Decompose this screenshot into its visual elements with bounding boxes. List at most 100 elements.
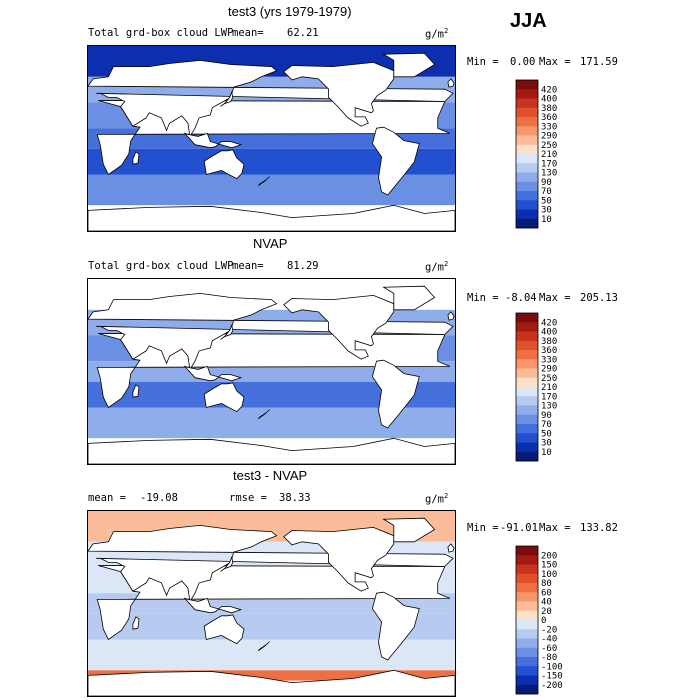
antarctica-land (88, 669, 455, 696)
colorbar-tick-label: 400 (541, 328, 557, 338)
panel-2-variable: Total grd-box cloud LWP (88, 260, 234, 272)
panel-1-mean-value: 62.21 (287, 27, 319, 39)
colorbar-tick-label: 250 (541, 374, 557, 384)
colorbar-tick-label: 420 (541, 318, 557, 328)
indonesia-land (183, 365, 243, 382)
colorbar-swatch (516, 181, 538, 192)
panel-2-max-label: Max = (539, 292, 571, 304)
colorbar-swatch (516, 583, 538, 593)
colorbar-swatch (516, 218, 538, 229)
eurasia-land (88, 59, 454, 138)
season-label: JJA (510, 10, 547, 32)
panel-1-units: g/m2 (425, 27, 449, 41)
colorbar-border (515, 545, 539, 695)
uk-land (447, 78, 455, 88)
panel-1-min-value: 0.00 (510, 56, 536, 68)
colorbar-swatch (516, 107, 538, 118)
colorbar-tick-label: 30 (541, 206, 552, 216)
australia-land (203, 614, 245, 645)
colorbar-tick-label: 0 (541, 616, 546, 626)
colorbar-swatch (516, 163, 538, 173)
colorbar-tick-label: 30 (541, 439, 552, 449)
colorbar-swatch (516, 200, 538, 210)
antarctica-land (88, 437, 455, 464)
colorbar-tick-label: 60 (541, 588, 552, 598)
panel-1-colorbar: 420 400 380 360 330 290 250 210 170 130 90 70 50 30 10 (515, 79, 576, 230)
eurasia-land (88, 292, 454, 371)
greenland-land (382, 285, 436, 311)
colorbar-swatch (516, 555, 538, 565)
colorbar-swatch (516, 620, 538, 630)
colorbar-swatch (516, 154, 538, 164)
colorbar-swatch (516, 368, 538, 379)
colorbar-swatch (516, 684, 538, 695)
greenland-land (382, 52, 436, 78)
colorbar-swatch (516, 135, 538, 146)
panel-1-max-label: Max = (539, 56, 571, 68)
indonesia-land (183, 597, 243, 614)
colorbar-tick-label: 380 (541, 104, 557, 114)
colorbar-tick-label: 400 (541, 95, 557, 105)
colorbar-swatch (516, 340, 538, 351)
colorbar-tick-label: -20 (541, 625, 557, 635)
colorbar-tick-label: 130 (541, 402, 557, 412)
colorbar-tick-label: 170 (541, 392, 557, 402)
colorbar-swatch (516, 610, 538, 621)
panel-3-rmse-value: 38.33 (279, 492, 311, 504)
south-america-land (371, 591, 420, 661)
colorbar-tick-label: 100 (541, 570, 557, 580)
japan-land (220, 323, 234, 340)
colorbar-tick-label: 10 (541, 448, 552, 458)
panel-2-colorbar: 420 400 380 360 330 290 250 210 170 130 90 70 50 30 10 (515, 312, 576, 463)
colorbar-swatch (516, 573, 538, 584)
colorbar-tick-label: -60 (541, 644, 557, 654)
colorbar-swatch (516, 144, 538, 155)
eurasia-land (88, 524, 454, 603)
colorbar-swatch (516, 629, 538, 639)
colorbar-swatch (516, 442, 538, 453)
panel-3-max-value: 133.82 (580, 522, 618, 534)
panel-3-min-value: -91.01 (500, 522, 538, 534)
colorbar-swatch (516, 675, 538, 686)
colorbar-swatch (516, 126, 538, 136)
panel-2-min-value: -8.04 (505, 292, 537, 304)
panel-2-units: g/m2 (425, 260, 449, 274)
colorbar-tick-label: -80 (541, 653, 557, 663)
colorbar-swatch (516, 209, 538, 220)
colorbar-swatch (516, 592, 538, 602)
colorbar-tick-label: 10 (541, 215, 552, 225)
uk-land (447, 543, 455, 553)
panel-2-title: NVAP (253, 236, 288, 251)
north-america-land (283, 61, 395, 127)
zonal-band-6 (88, 670, 455, 681)
colorbar-tick-label: 330 (541, 355, 557, 365)
new-zealand-land (257, 641, 270, 652)
panel-3-title: test3 - NVAP (233, 468, 308, 483)
panel-3-mean-label: mean = (88, 492, 126, 504)
panel-2-map (87, 278, 456, 465)
colorbar-tick-label: 210 (541, 150, 557, 160)
colorbar-tick-label: 210 (541, 383, 557, 393)
colorbar-tick-label: 50 (541, 196, 552, 206)
colorbar-swatch (516, 666, 538, 676)
colorbar-swatch (516, 172, 538, 183)
colorbar-tick-label: 420 (541, 85, 557, 95)
uk-land (447, 311, 455, 321)
panel-3-min-label: Min = (467, 522, 499, 534)
antarctica-land (88, 204, 455, 231)
panel-2-mean-value: 81.29 (287, 260, 319, 272)
new-zealand-land (257, 176, 270, 187)
colorbar-tick-label: 360 (541, 346, 557, 356)
colorbar-tick-label: 250 (541, 141, 557, 151)
colorbar-tick-label: 150 (541, 561, 557, 571)
panel-1-map (87, 45, 456, 232)
colorbar-swatch (516, 377, 538, 388)
colorbar-swatch (516, 191, 538, 201)
colorbar-tick-label: 20 (541, 607, 552, 617)
colorbar-tick-label: 70 (541, 420, 552, 430)
panel-3-units: g/m2 (425, 492, 449, 506)
colorbar-tick-label: 90 (541, 178, 552, 188)
colorbar-tick-label: 330 (541, 122, 557, 132)
colorbar-tick-label: 50 (541, 429, 552, 439)
colorbar-swatch (516, 331, 538, 342)
